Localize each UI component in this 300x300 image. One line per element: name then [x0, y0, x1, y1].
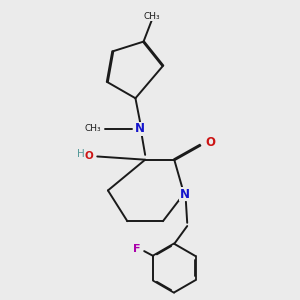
- Text: N: N: [135, 122, 145, 136]
- Text: O: O: [206, 136, 216, 149]
- Text: N: N: [180, 188, 190, 201]
- Text: H: H: [76, 149, 84, 159]
- Text: CH₃: CH₃: [84, 124, 101, 133]
- Text: O: O: [85, 152, 94, 161]
- Text: F: F: [133, 244, 140, 254]
- Text: CH₃: CH₃: [143, 12, 160, 21]
